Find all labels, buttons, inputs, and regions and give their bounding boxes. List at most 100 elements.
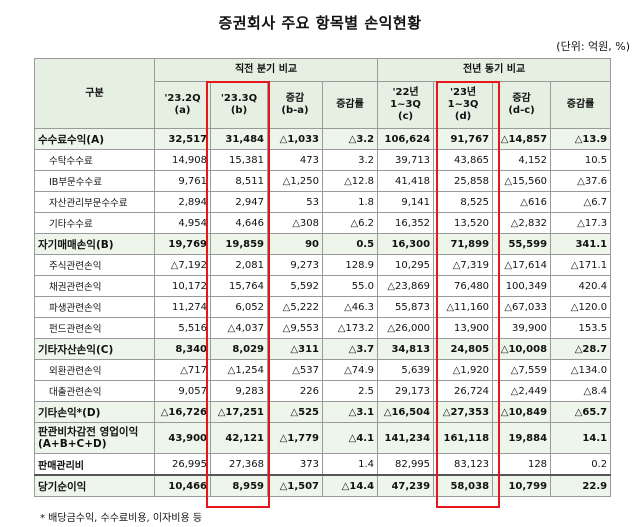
cell-value: △10,008 — [492, 338, 552, 360]
cell-value: 2,081 — [210, 254, 268, 276]
cell-value: 420.4 — [550, 275, 612, 297]
header-group-yoy: 전년 동기 비교 — [377, 58, 612, 82]
cell-value: 153.5 — [550, 317, 612, 339]
cell-value: 9,761 — [154, 170, 211, 192]
cell-value: △525 — [267, 401, 323, 423]
header-col: '22년 1~3Q (c) — [377, 81, 435, 129]
cell-value: △7,559 — [492, 359, 552, 381]
row-label: 채권관련손익 — [34, 275, 155, 297]
cell-value: △1,507 — [267, 474, 323, 497]
cell-value: 10,799 — [492, 474, 552, 497]
cell-value: 9,283 — [210, 380, 268, 402]
cell-value: 2.5 — [321, 380, 379, 402]
cell-value: 83,123 — [433, 453, 494, 476]
cell-value: △28.7 — [550, 338, 612, 360]
row-label: 자산관리부문수수료 — [34, 191, 155, 213]
table-row: 채권관련손익 10,172 15,764 5,592 55.0 △23,869 76,480… — [34, 275, 612, 297]
cell-value: △67,033 — [492, 296, 552, 318]
cell-value: 5,639 — [377, 359, 435, 381]
cell-value: 42,121 — [210, 422, 268, 454]
row-label: 외환관련손익 — [34, 359, 155, 381]
cell-value: 13,520 — [433, 212, 494, 234]
row-label: 파생관련손익 — [34, 296, 155, 318]
cell-value: 13,900 — [433, 317, 494, 339]
cell-value: 90 — [267, 233, 323, 255]
table-row: 판관비차감전 영업이익(A+B+C+D) 43,900 42,121 △1,779 △4… — [34, 422, 612, 454]
cell-value: 39,713 — [377, 149, 435, 171]
cell-value: 24,805 — [433, 338, 494, 360]
cell-value: 1.8 — [321, 191, 379, 213]
cell-value: △1,033 — [267, 128, 323, 150]
cell-value: △3.1 — [321, 401, 379, 423]
cell-value: △12.8 — [321, 170, 379, 192]
cell-value: 226 — [267, 380, 323, 402]
cell-value: 9,141 — [377, 191, 435, 213]
cell-value: 43,865 — [433, 149, 494, 171]
cell-value: 10,295 — [377, 254, 435, 276]
cell-value: 22.9 — [550, 474, 612, 497]
row-label: 주식관련손익 — [34, 254, 155, 276]
cell-value: 141,234 — [377, 422, 435, 454]
cell-value: 55,599 — [492, 233, 552, 255]
cell-value: △311 — [267, 338, 323, 360]
cell-value: 15,764 — [210, 275, 268, 297]
table-row: 파생관련손익 11,274 6,052 △5,222 △46.3 55,873 △11,16… — [34, 296, 612, 318]
cell-value: 11,274 — [154, 296, 211, 318]
cell-value: 6,052 — [210, 296, 268, 318]
cell-value: 58,038 — [433, 474, 494, 497]
cell-value: △4,037 — [210, 317, 268, 339]
cell-value: 341.1 — [550, 233, 612, 255]
cell-value: △17,614 — [492, 254, 552, 276]
cell-value: 29,173 — [377, 380, 435, 402]
cell-value: 43,900 — [154, 422, 211, 454]
cell-value: △13.9 — [550, 128, 612, 150]
header-col: 증감률 — [321, 81, 379, 129]
cell-value: △134.0 — [550, 359, 612, 381]
cell-value: 25,858 — [433, 170, 494, 192]
header-col: '23.2Q (a) — [154, 81, 211, 129]
header-col: '23.3Q (b) — [210, 81, 268, 129]
cell-value: △17,251 — [210, 401, 268, 423]
row-label: 수수료수익(A) — [34, 128, 155, 150]
cell-value: △171.1 — [550, 254, 612, 276]
table-row: 판매관리비 26,995 27,368 373 1.4 82,995 83,123 128 0.… — [34, 453, 612, 476]
cell-value: 5,516 — [154, 317, 211, 339]
header-group-quarter: 직전 분기 비교 — [153, 58, 379, 82]
cell-value: 10,466 — [154, 474, 211, 497]
cell-value: 373 — [267, 453, 323, 476]
cell-value: △14,857 — [492, 128, 552, 150]
row-label: 당기순이익 — [34, 474, 155, 497]
cell-value: △9,553 — [267, 317, 323, 339]
cell-value: △173.2 — [321, 317, 379, 339]
cell-value: △16,504 — [377, 401, 435, 423]
cell-value: 47,239 — [377, 474, 435, 497]
cell-value: △308 — [267, 212, 323, 234]
table-title: 증권회사 주요 항목별 손익현황 — [218, 14, 422, 32]
cell-value: △14.4 — [321, 474, 379, 497]
cell-value: 34,813 — [377, 338, 435, 360]
cell-value: △15,560 — [492, 170, 552, 192]
unit-note: (단위: 억원, %) — [556, 40, 630, 53]
cell-value: △1,250 — [267, 170, 323, 192]
row-label: 판매관리비 — [34, 453, 155, 476]
row-label: IB부문수수료 — [34, 170, 155, 192]
cell-value: △3.7 — [321, 338, 379, 360]
cell-value: △17.3 — [550, 212, 612, 234]
cell-value: 100,349 — [492, 275, 552, 297]
cell-value: 3.2 — [321, 149, 379, 171]
cell-value: △10,849 — [492, 401, 552, 423]
table-row: 자기매매손익(B) 19,769 19,859 90 0.5 16,300 71,899 55… — [34, 233, 612, 255]
table-row: 기타손익*(D) △16,726 △17,251 △525 △3.1 △16,504 △27… — [34, 401, 612, 423]
row-label: 판관비차감전 영업이익(A+B+C+D) — [34, 422, 155, 454]
header-item: 구분 — [34, 58, 155, 129]
cell-value: △6.7 — [550, 191, 612, 213]
cell-value: △46.3 — [321, 296, 379, 318]
cell-value: △11,160 — [433, 296, 494, 318]
cell-value: 55,873 — [377, 296, 435, 318]
cell-value: 8,511 — [210, 170, 268, 192]
cell-value: 32,517 — [154, 128, 211, 150]
header-col: 증감률 — [550, 81, 612, 129]
cell-value: 4,646 — [210, 212, 268, 234]
cell-value: 8,525 — [433, 191, 494, 213]
cell-value: △27,353 — [433, 401, 494, 423]
